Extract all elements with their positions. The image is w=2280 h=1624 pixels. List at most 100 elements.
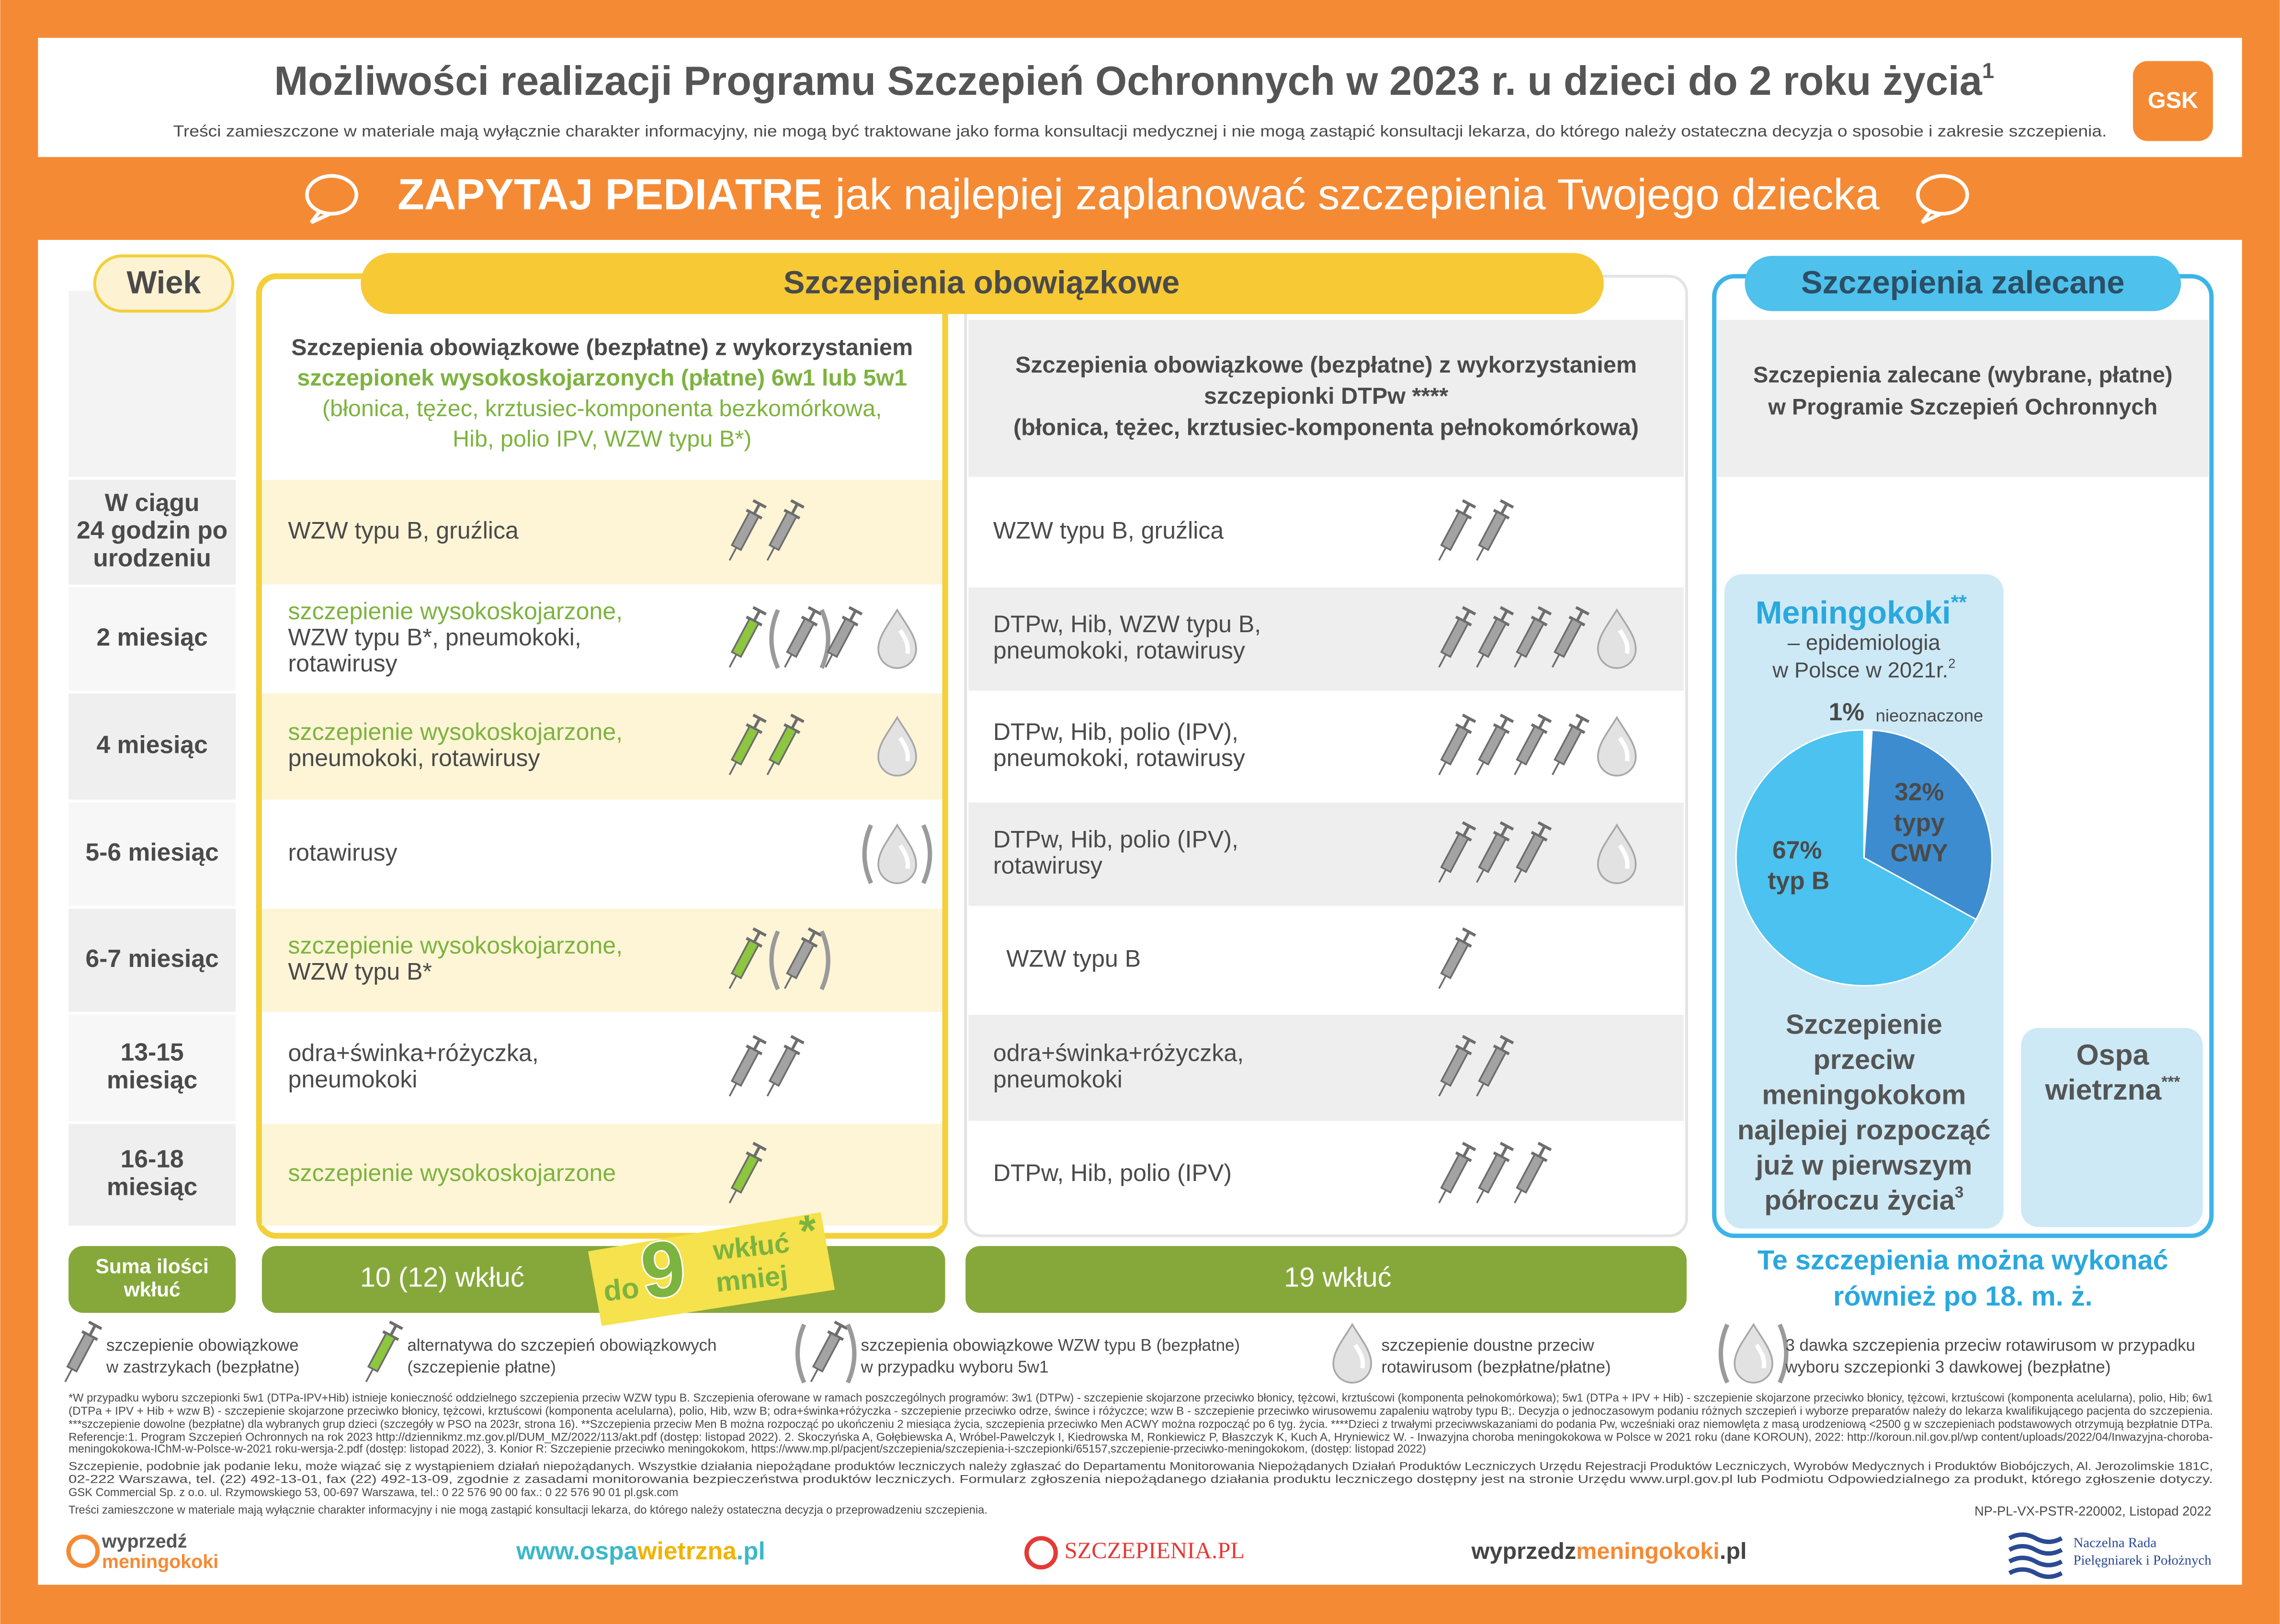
pie-name: typ B [1768,866,1829,894]
syringe-icon [1476,499,1514,561]
chickenpox-box [2021,1028,2203,1227]
footnote: meningokokowa-IChM-w-Polsce-w-2021 roku-… [68,1443,1426,1455]
plunger [808,931,817,943]
plunger [753,931,761,943]
meningo-advice: przeciw [1814,1045,1915,1075]
plunger [753,503,761,515]
drop-shine [1618,629,1630,654]
col1-cell-text: WZW typu B* [288,958,432,985]
plunger-head [1537,606,1552,616]
footnote: (DTPa + IPV + Hib + wzw B) - szczepienie… [68,1405,2213,1418]
chickenpox-title: wietrzna*** [2045,1073,2180,1106]
plunger [790,503,799,515]
plunger [389,1324,397,1337]
recommended-pill [1745,256,2181,311]
total-pill [68,1246,236,1313]
plunger-head [1499,1035,1514,1045]
logo-text: Pielęgniarek i Położnych [2073,1553,2212,1568]
plunger [753,1146,761,1158]
plunger-head [752,927,767,937]
syringe-icon [1438,821,1476,883]
col1-cell-text: rotawirusy [288,839,397,866]
plunger-head [752,1035,767,1045]
barrel [1440,832,1470,874]
needle [728,654,737,668]
plunger-head [1575,606,1590,616]
col2-header: szczepionki DTPw **** [1204,383,1448,409]
age-cell [68,479,236,585]
legend-text: 3 dawka szczepienia przeciw rotawirusom … [1785,1336,2195,1354]
pie-slice [1863,729,1993,920]
age-header-bg [68,291,236,477]
plunger [1538,610,1546,622]
syringe-icon [1552,714,1590,775]
chat-tail [1920,209,1942,224]
bracket [819,930,830,990]
drop-shine [898,844,910,869]
age-label: urodzeniu [93,544,211,571]
syringe-icon [728,927,767,989]
needle [1438,1083,1447,1097]
logo-text: www.ospawietrzna.pl [516,1537,765,1565]
pie-name: CWY [1891,839,1948,867]
col3-header: w Programie Szczepień Ochronnych [1768,394,2157,419]
plunger-head [807,606,822,616]
barrel [768,1046,798,1087]
drop-icon [1597,608,1637,669]
needle [1514,654,1522,668]
barrel [730,1153,760,1194]
col2-cell-text: WZW typu B, gruźlica [993,517,1224,544]
age-label: miesiąc [107,1066,197,1093]
superscript: ** [1951,591,1967,614]
syringe-icon [728,606,767,668]
bracket [846,1323,857,1384]
col1-cell-text: odra+świnka+różyczka, [288,1040,539,1067]
legend-text: (szczepienie płatne) [407,1358,556,1376]
needle [1438,1190,1447,1204]
col1-header: szczepionek wysokoskojarzonych (płatne) … [297,365,907,391]
plunger-head [1462,606,1476,616]
age-label: 6-7 miesiąc [86,944,219,972]
plunger-head [1499,714,1514,723]
legend-text: alternatywa do szczepień obowiązkowych [407,1336,716,1354]
syringe-icon [1438,499,1476,561]
total-pill [965,1246,1687,1313]
needle [1514,1190,1522,1204]
col1-cell-text: rotawirusy [288,650,397,677]
plunger [849,610,857,622]
needle [784,975,793,989]
needle [766,761,775,775]
col2-cell-text: DTPw, Hib, polio (IPV) [993,1159,1232,1186]
plunger [1462,503,1471,515]
age-cell [68,587,236,691]
drop-shine [898,737,910,761]
col2-cell [968,909,1684,1012]
barrel [1440,1153,1470,1194]
meningo-subtitle: – epidemiologia [1788,630,1941,655]
plunger-head [1462,1142,1476,1151]
drop-shine [898,629,910,654]
needle [728,975,737,989]
pie-label: 1% [1829,698,1865,726]
mandatory-pill [361,253,1604,314]
plunger [753,1039,761,1051]
age-label: W ciągu [105,488,200,516]
plunger [790,717,799,729]
chat-icon [1916,174,1969,224]
plunger [808,610,817,622]
col2-cell-text: pneumokoki, rotawirusy [993,637,1245,664]
chat-bubble [305,174,358,216]
chat-tail [310,209,331,224]
plunger [88,1324,97,1337]
col1-cell-text: pneumokoki, rotawirusy [288,744,540,771]
drop [1597,823,1637,885]
age-label: miesiąc [107,1172,197,1200]
superscript: 2 [1948,656,1955,670]
syringe-icon [728,1142,767,1204]
drop-icon [877,823,917,885]
logo-text: wyprzedź [102,1531,187,1552]
col2-cell [968,802,1684,906]
col3-header: Szczepienia zalecane (wybrane, płatne) [1753,362,2173,387]
footnote: Treści zamieszczone w materiale mają wył… [68,1504,987,1516]
